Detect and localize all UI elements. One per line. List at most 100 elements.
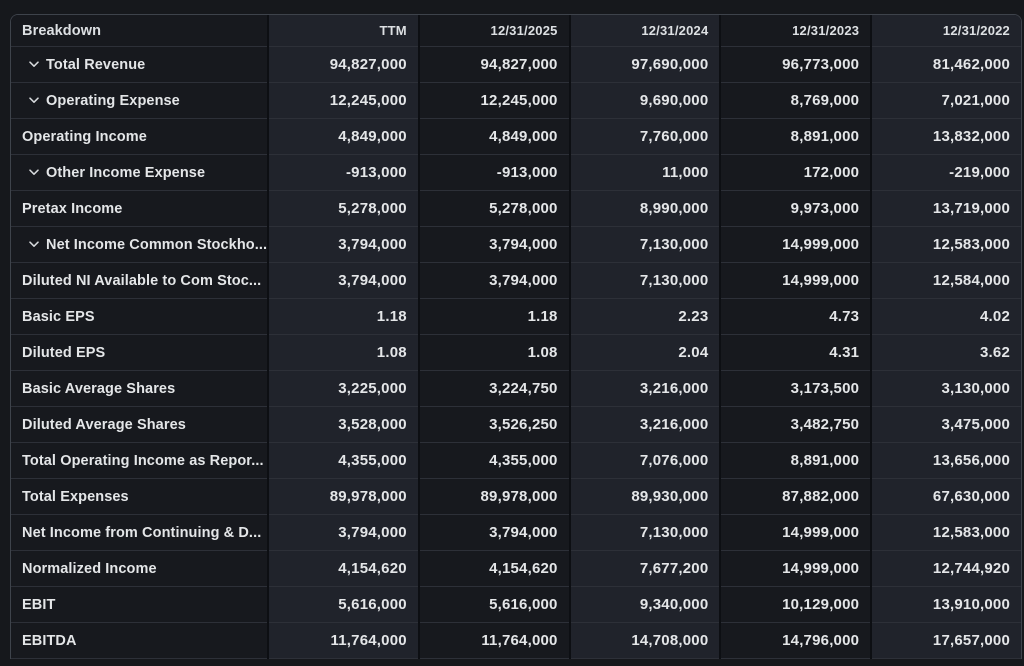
value-cell: 5,616,000 xyxy=(269,587,418,623)
value-cell: 5,616,000 xyxy=(419,587,569,623)
row-label-cell: Diluted Average Shares xyxy=(11,407,267,443)
value-cell: 11,000 xyxy=(570,155,720,191)
column-header: 12/31/2022 xyxy=(872,15,1021,47)
row-label-cell: Total Expenses xyxy=(11,479,267,515)
row-label-cell: Net Income from Continuing & D... xyxy=(11,515,267,551)
value-cell: 2.04 xyxy=(570,335,720,371)
value-cell: 14,999,000 xyxy=(721,263,871,299)
value-cell: -913,000 xyxy=(419,155,569,191)
value-cell: 4.02 xyxy=(872,299,1021,335)
value-cell: 12,583,000 xyxy=(872,515,1021,551)
column-header: TTM xyxy=(269,15,418,47)
column-header: 12/31/2023 xyxy=(721,15,871,47)
value-cell: 13,910,000 xyxy=(872,587,1021,623)
value-cell: 11,764,000 xyxy=(269,623,418,659)
value-cell: 4,355,000 xyxy=(269,443,418,479)
row-label-cell: Diluted NI Available to Com Stoc... xyxy=(11,263,267,299)
value-cell: 87,882,000 xyxy=(721,479,871,515)
value-cell: 97,690,000 xyxy=(570,47,720,83)
value-cell: -913,000 xyxy=(269,155,418,191)
value-cell: 13,719,000 xyxy=(872,191,1021,227)
row-label: Net Income from Continuing & D... xyxy=(22,524,262,541)
value-cell: 89,930,000 xyxy=(570,479,720,515)
row-label: EBITDA xyxy=(22,632,77,649)
row-label: Total Revenue xyxy=(46,56,146,73)
chevron-down-icon[interactable] xyxy=(28,95,40,107)
chevron-down-icon[interactable] xyxy=(28,239,40,251)
value-cell: 3,173,500 xyxy=(721,371,871,407)
value-cell: 8,769,000 xyxy=(721,83,871,119)
value-cell: 2.23 xyxy=(570,299,720,335)
row-label: Pretax Income xyxy=(22,200,123,217)
value-cell: 14,999,000 xyxy=(721,227,871,263)
value-cell: 9,973,000 xyxy=(721,191,871,227)
value-cell: 3,216,000 xyxy=(570,407,720,443)
value-cell: 94,827,000 xyxy=(269,47,418,83)
row-label-cell: Pretax Income xyxy=(11,191,267,227)
value-cell: 3,526,250 xyxy=(419,407,569,443)
value-cell: 14,999,000 xyxy=(721,515,871,551)
value-cell: 12,744,920 xyxy=(872,551,1021,587)
row-label: Basic Average Shares xyxy=(22,380,176,397)
value-cell: 8,891,000 xyxy=(721,443,871,479)
row-label-cell: Basic Average Shares xyxy=(11,371,267,407)
value-cell: 3,794,000 xyxy=(419,515,569,551)
value-cell: 4,154,620 xyxy=(269,551,418,587)
value-cell: 67,630,000 xyxy=(872,479,1021,515)
row-label-cell: Net Income Common Stockho... xyxy=(11,227,267,263)
row-label: Other Income Expense xyxy=(46,164,206,181)
value-cell: 96,773,000 xyxy=(721,47,871,83)
value-cell: 89,978,000 xyxy=(419,479,569,515)
value-cell: 14,999,000 xyxy=(721,551,871,587)
column-header: 12/31/2025 xyxy=(419,15,569,47)
chevron-down-icon[interactable] xyxy=(28,59,40,71)
value-cell: 89,978,000 xyxy=(269,479,418,515)
value-cell: 9,340,000 xyxy=(570,587,720,623)
value-cell: 7,021,000 xyxy=(872,83,1021,119)
value-cell: 3,482,750 xyxy=(721,407,871,443)
value-cell: 8,990,000 xyxy=(570,191,720,227)
value-cell: 4.73 xyxy=(721,299,871,335)
value-cell: 7,130,000 xyxy=(570,227,720,263)
value-cell: 7,130,000 xyxy=(570,263,720,299)
row-label-cell: Operating Income xyxy=(11,119,267,155)
value-cell: 3,794,000 xyxy=(269,227,418,263)
row-label-cell: Diluted EPS xyxy=(11,335,267,371)
chevron-down-icon[interactable] xyxy=(28,167,40,179)
table-grid: Breakdown TTM 12/31/2025 12/31/2024 12/31/20… xyxy=(11,15,1021,659)
value-cell: -219,000 xyxy=(872,155,1021,191)
value-cell: 12,245,000 xyxy=(269,83,418,119)
value-cell: 4,849,000 xyxy=(269,119,418,155)
value-cell: 3,794,000 xyxy=(269,263,418,299)
row-label: Operating Income xyxy=(22,128,147,145)
value-cell: 8,891,000 xyxy=(721,119,871,155)
value-cell: 81,462,000 xyxy=(872,47,1021,83)
row-label-cell: Basic EPS xyxy=(11,299,267,335)
row-label-cell: EBIT xyxy=(11,587,267,623)
row-label: EBIT xyxy=(22,596,56,613)
value-cell: 3,794,000 xyxy=(419,263,569,299)
row-label: Diluted Average Shares xyxy=(22,416,186,433)
value-cell: 9,690,000 xyxy=(570,83,720,119)
value-cell: 3,225,000 xyxy=(269,371,418,407)
value-cell: 4,355,000 xyxy=(419,443,569,479)
value-cell: 1.18 xyxy=(269,299,418,335)
value-cell: 5,278,000 xyxy=(419,191,569,227)
value-cell: 3,224,750 xyxy=(419,371,569,407)
value-cell: 3,130,000 xyxy=(872,371,1021,407)
value-cell: 94,827,000 xyxy=(419,47,569,83)
value-cell: 7,760,000 xyxy=(570,119,720,155)
income-statement-table: Breakdown TTM 12/31/2025 12/31/2024 12/31/20… xyxy=(10,14,1022,659)
row-label-cell: Normalized Income xyxy=(11,551,267,587)
value-cell: 3,794,000 xyxy=(419,227,569,263)
value-cell: 7,130,000 xyxy=(570,515,720,551)
value-cell: 3,528,000 xyxy=(269,407,418,443)
row-label: Net Income Common Stockho... xyxy=(46,236,267,253)
row-label: Diluted EPS xyxy=(22,344,106,361)
row-label: Total Expenses xyxy=(22,488,129,505)
value-cell: 3.62 xyxy=(872,335,1021,371)
row-label-cell: Total Operating Income as Repor... xyxy=(11,443,267,479)
value-cell: 7,677,200 xyxy=(570,551,720,587)
value-cell: 12,584,000 xyxy=(872,263,1021,299)
value-cell: 4,849,000 xyxy=(419,119,569,155)
